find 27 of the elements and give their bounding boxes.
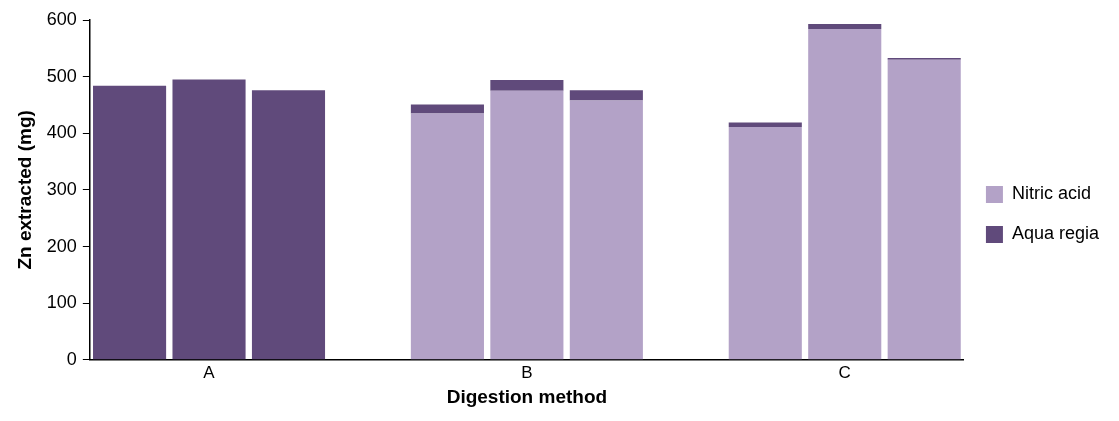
bar <box>728 127 802 360</box>
y-axis-title: Zn extracted (mg) <box>13 110 35 270</box>
y-tick-label: 400 <box>46 122 77 143</box>
x-tick-label: A <box>203 362 216 382</box>
bar <box>172 79 246 360</box>
y-tick-label: 100 <box>46 292 77 313</box>
bar <box>569 100 643 360</box>
y-tick-label: 200 <box>46 235 77 256</box>
legend-label: Aqua regia <box>1011 223 1100 244</box>
bar <box>251 90 326 360</box>
y-tick-label: 300 <box>46 178 77 199</box>
x-tick-label: C <box>838 362 851 382</box>
bar <box>490 80 564 91</box>
bar <box>569 90 643 101</box>
bar <box>808 29 882 360</box>
y-tick-label: 0 <box>66 348 77 369</box>
y-tick-label: 600 <box>46 8 77 29</box>
legend-label: Nitric acid <box>1011 183 1091 204</box>
x-tick-label: B <box>521 362 533 382</box>
y-tick-label: 500 <box>46 65 77 86</box>
bar <box>410 113 484 360</box>
x-axis-title: Digestion method <box>446 385 608 407</box>
bar <box>808 23 882 30</box>
bar <box>93 85 167 360</box>
bar <box>490 90 564 360</box>
bar <box>410 104 484 114</box>
bar <box>887 59 961 360</box>
